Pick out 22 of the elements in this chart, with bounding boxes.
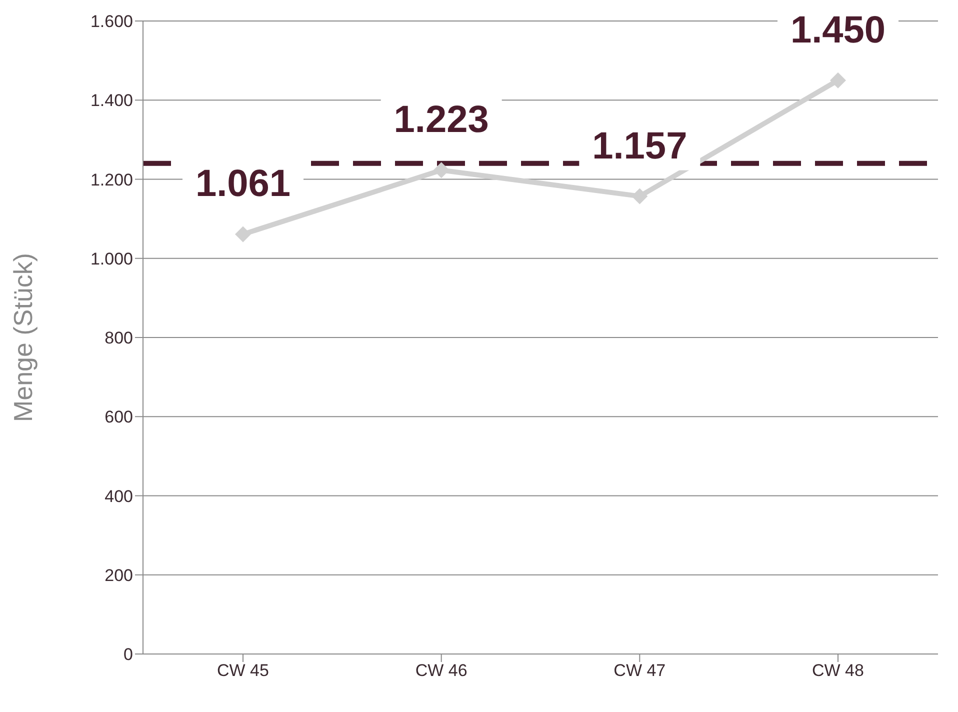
data-label: 1.157 [592,125,688,168]
data-label: 1.450 [790,9,886,52]
y-tick-label: 200 [104,566,133,585]
x-tick-label: CW 47 [614,661,666,680]
data-label: 1.223 [394,99,489,142]
point [433,162,450,178]
data-label: 1.061 [195,163,291,206]
y-tick-label: 600 [104,408,133,427]
y-tick-label: 400 [104,486,133,506]
point [830,72,846,88]
y-tick-label: 1.600 [90,12,133,32]
y-tick-label: 1.000 [90,249,133,268]
x-tick-label: CW 48 [812,661,864,680]
y-tick-label: 1.200 [90,170,133,190]
point [632,188,648,204]
x-tick-label: CW 45 [217,661,269,680]
x-tick-label: CW 46 [415,661,468,680]
y-tick-label: 800 [104,328,133,348]
y-tick-label: 0 [124,645,133,664]
point [235,226,251,242]
y-tick-label: 1.400 [90,91,133,110]
y-axis-title: Menge (Stück) [8,252,38,422]
